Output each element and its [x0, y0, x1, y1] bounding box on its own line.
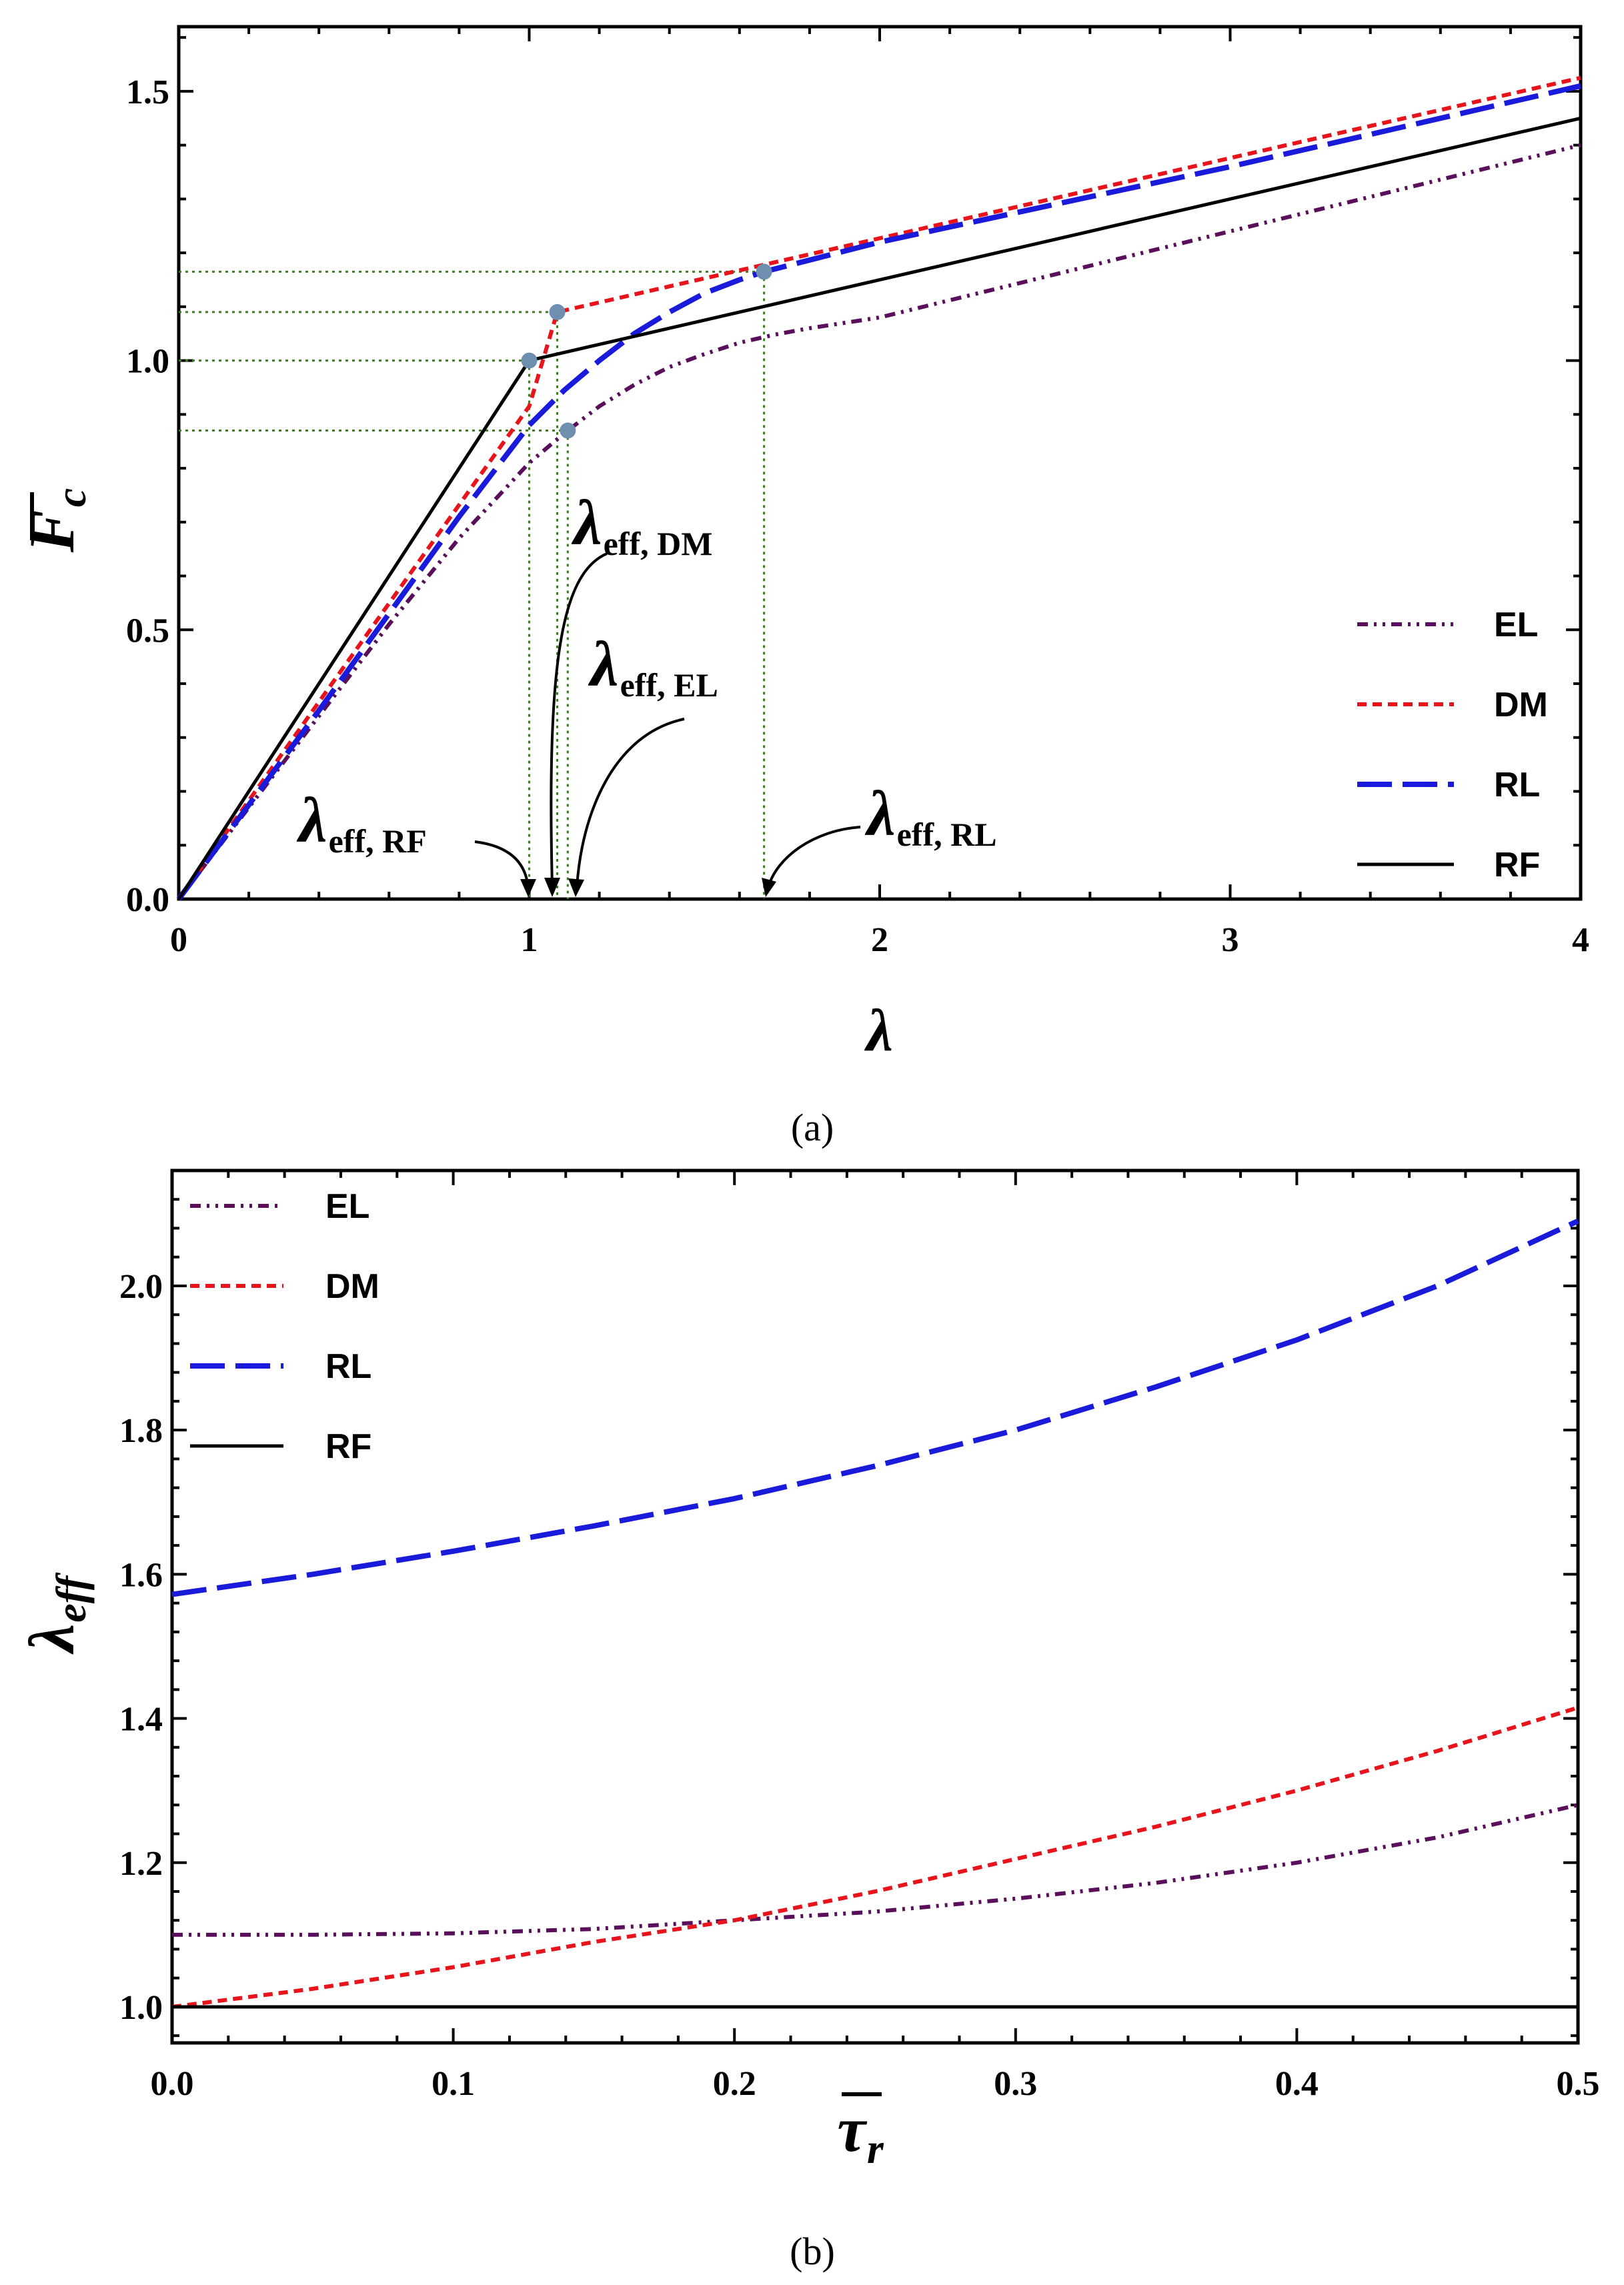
- annotation-eff-rl: λeff, RL: [762, 778, 997, 897]
- annotation-eff-rl-arrowhead: [762, 878, 776, 897]
- panel-a-legend: EL DM RL RF: [1357, 606, 1548, 884]
- marker-rf: [521, 352, 538, 369]
- panel-b-x-tick-label: 0.2: [713, 2065, 756, 2103]
- svg-text:Fc: Fc: [16, 488, 95, 553]
- panel-a-markers: [521, 263, 772, 439]
- annotation-eff-el-arrow: [576, 718, 685, 888]
- legend-a-rf-label: RF: [1494, 846, 1540, 884]
- panel-b-y-tick-label: 1.0: [119, 1989, 163, 2027]
- panel-b-y-axis-title: λeff: [16, 1572, 95, 1655]
- annotation-eff-dm-arrow: [550, 552, 608, 888]
- panel-a-x-tick-label: 4: [1572, 921, 1589, 959]
- panel-a-y-axis-title: Fc: [16, 488, 95, 553]
- panel-a-y-tick-label: 0.0: [126, 881, 169, 919]
- panel-a-x-tick-label: 0: [170, 921, 187, 959]
- svg-text:λeff, EL: λeff, EL: [588, 628, 718, 704]
- panel-a-series-rl: [176, 83, 1581, 901]
- panel-b-x-tick-label: 0.3: [994, 2065, 1037, 2103]
- panel-b: 0.0 0.1 0.2 0.3 0.4 0.5 1.0 1.2 1.4 1.6 1.8 2.0 EL …: [16, 1169, 1600, 2273]
- panel-b-y-tick-label: 1.2: [119, 1845, 163, 1883]
- annotation-eff-rf-arrow: [474, 840, 530, 891]
- panel-b-ticks: 0.0 0.1 0.2 0.3 0.4 0.5 1.0 1.2 1.4 1.6 1.8 2.0: [119, 1169, 1600, 2103]
- panel-a-series-dm: [177, 75, 1581, 900]
- annotation-eff-dm-arrowhead: [544, 878, 560, 897]
- marker-dm: [549, 303, 566, 320]
- legend-a-rl-label: RL: [1494, 766, 1540, 804]
- panel-a-plot-frame: [177, 25, 1583, 901]
- panel-b-y-tick-label: 1.8: [119, 1412, 163, 1450]
- legend-a-el-label: EL: [1494, 606, 1538, 644]
- panel-a-y-tick-label: 1.0: [126, 343, 169, 381]
- panel-a-x-axis-title: λ: [864, 998, 893, 1064]
- marker-rl: [756, 263, 772, 280]
- legend-b-rf-label: RF: [325, 1427, 371, 1466]
- panel-b-series-dm: [171, 1705, 1579, 2009]
- annotation-eff-el: λeff, EL: [568, 628, 718, 897]
- panel-b-y-tick-label: 2.0: [119, 1268, 163, 1306]
- panel-a-y-tick-label: 0.5: [126, 612, 169, 650]
- panel-a-ticks: 0 1 2 3 4 0.0 0.5 1.0 1.5: [126, 27, 1589, 959]
- panel-b-series-el: [172, 1803, 1579, 1937]
- panel-b-x-tick-label: 0.5: [1557, 2065, 1600, 2103]
- panel-a-label: (a): [791, 1106, 834, 1149]
- marker-el: [560, 422, 576, 439]
- panel-a-x-tick-label: 1: [521, 921, 538, 959]
- annotation-eff-rl-arrow: [767, 826, 861, 888]
- panel-b-x-tick-label: 0.4: [1275, 2065, 1319, 2103]
- legend-b-dm-label: DM: [325, 1267, 379, 1306]
- legend-b-el-label: EL: [325, 1187, 369, 1226]
- annotation-eff-rf: λeff, RF: [296, 784, 536, 897]
- legend-a-dm-label: DM: [1494, 686, 1548, 724]
- panel-a-x-tick-label: 2: [871, 921, 888, 959]
- svg-text:λeff, RL: λeff, RL: [864, 778, 997, 853]
- panel-b-series: [171, 1219, 1579, 2009]
- annotation-eff-el-arrowhead: [568, 878, 584, 897]
- annotation-eff-dm: λeff, DM: [544, 487, 712, 897]
- svg-text:λeff, RF: λeff, RF: [296, 784, 427, 860]
- panel-b-y-tick-label: 1.6: [119, 1556, 163, 1594]
- panel-b-legend: EL DM RL RF: [190, 1187, 379, 1466]
- panel-b-x-axis-title: τr: [837, 2092, 884, 2172]
- panel-b-y-tick-label: 1.4: [119, 1701, 163, 1739]
- svg-text:λeff, DM: λeff, DM: [571, 487, 712, 562]
- svg-text:τr: τr: [837, 2094, 884, 2172]
- panel-a-guide-lines: [179, 270, 766, 899]
- panel-b-plot-frame: [170, 1169, 1580, 2045]
- panel-a: 0 1 2 3 4 0.0 0.5 1.0 1.5 λeff, RF λeff, DM λeff…: [16, 25, 1589, 1149]
- panel-b-label: (b): [790, 2230, 835, 2273]
- panel-a-series: [176, 75, 1581, 901]
- panel-b-x-tick-label: 0.1: [432, 2065, 475, 2103]
- panel-b-series-rl: [171, 1219, 1579, 1597]
- panel-b-x-tick-label: 0.0: [151, 2065, 194, 2103]
- svg-text:λeff: λeff: [16, 1572, 95, 1655]
- panel-a-y-tick-label: 1.5: [126, 73, 169, 111]
- legend-b-rl-label: RL: [325, 1347, 371, 1386]
- panel-a-x-tick-label: 3: [1222, 921, 1239, 959]
- annotation-eff-rf-arrowhead: [520, 879, 536, 897]
- panel-a-series-el: [177, 143, 1581, 900]
